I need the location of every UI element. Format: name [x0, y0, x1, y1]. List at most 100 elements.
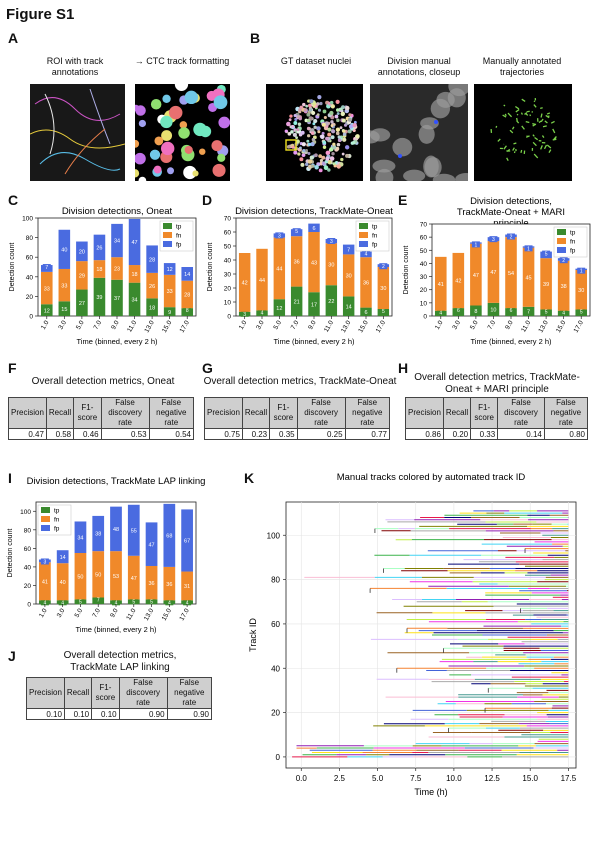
chart-e: Division detections,TrackMate-Oneat + MA…	[403, 196, 591, 346]
data-label: 8	[474, 309, 477, 315]
nucleus	[309, 99, 314, 104]
bar-fn	[39, 562, 51, 601]
nucleus	[318, 154, 323, 159]
nucleus	[310, 128, 315, 133]
data-label: 4	[186, 600, 189, 606]
data-label: 67	[184, 539, 190, 545]
bar-fp	[181, 267, 194, 281]
x-axis-label: Time (binned, every 2 h)	[273, 337, 355, 346]
bar-fp	[58, 229, 71, 269]
x-tick-label: 7.0	[91, 607, 102, 619]
legend-swatch-fp	[41, 525, 50, 531]
y-tick-label: 20	[420, 287, 428, 294]
data-label-bg	[379, 308, 388, 314]
data-label: 3	[243, 312, 246, 318]
metric-value: 0.47	[8, 428, 47, 440]
data-label: 1	[580, 269, 583, 275]
nucleus-closeup	[403, 169, 426, 181]
nucleus	[316, 126, 321, 131]
nucleus	[307, 159, 313, 164]
legend-swatch-fn	[163, 232, 172, 238]
nucleus	[321, 122, 326, 127]
data-label-bg	[129, 598, 138, 605]
data-label: 9	[168, 310, 171, 316]
data-label: 4	[61, 600, 64, 606]
metric-value: 0.33	[470, 428, 499, 440]
data-label: 30	[346, 274, 352, 280]
data-label: 5	[545, 252, 548, 258]
bar-fn	[290, 236, 303, 287]
data-label: 37	[114, 296, 120, 302]
x-tick-label: 17.0	[178, 607, 191, 622]
trajectory	[513, 142, 517, 145]
legend-swatch-fp	[359, 241, 368, 247]
x-tick-label: 17.0	[375, 319, 388, 334]
metrics-table-j: Precision Recall F1-score False discovery r…	[26, 677, 213, 720]
bar-tp	[40, 304, 53, 316]
metric-value: 0.14	[497, 428, 545, 440]
nucleus	[317, 95, 322, 100]
nucleus	[310, 131, 315, 135]
bar-tp	[146, 298, 158, 316]
x-tick-label: 11.0	[126, 319, 138, 333]
y-tick-label: 100	[20, 509, 31, 516]
metric-header: F1-score	[269, 397, 298, 429]
data-label-bg	[507, 307, 515, 314]
data-label-bg	[42, 264, 51, 271]
data-label: 14	[346, 304, 352, 310]
trajectory	[525, 120, 530, 124]
roi-track-image	[30, 84, 125, 181]
x-tick-label: 17.5	[561, 774, 577, 783]
y-axis-label: Detection count	[7, 529, 14, 578]
nucleus	[302, 148, 306, 153]
trajectory	[526, 110, 530, 113]
data-label: 2	[562, 258, 565, 264]
data-label-bg	[489, 236, 498, 243]
bar-fp	[110, 506, 122, 552]
trajectory	[534, 136, 539, 141]
bar-fp	[163, 503, 176, 567]
legend-label-tp: tp	[176, 224, 182, 231]
data-label: 14	[60, 555, 66, 561]
trajectory	[540, 145, 543, 150]
nucleus	[305, 149, 308, 152]
data-label: 3	[278, 233, 281, 239]
nucleus-closeup	[372, 159, 396, 173]
y-tick-label: 80	[271, 576, 280, 585]
trajectory	[532, 124, 536, 127]
chart-k: Manual tracks colored by automated track…	[248, 472, 577, 797]
legend-label-fn: fn	[372, 233, 378, 240]
nucleus	[324, 160, 329, 164]
bar-fn	[360, 257, 372, 308]
nucleus	[287, 132, 292, 136]
y-tick-label: 60	[224, 230, 232, 237]
nucleus	[336, 142, 341, 147]
table-g-title: Overall detection metrics, TrackMate-One…	[203, 376, 397, 387]
x-tick-label: 5.0	[469, 319, 480, 331]
data-label: 7	[347, 248, 350, 254]
nucleus	[302, 102, 306, 107]
data-label: 27	[79, 301, 85, 307]
x-tick-label: 15.0	[357, 319, 370, 334]
nucleus	[313, 119, 318, 124]
bar-tp	[470, 305, 482, 316]
metric-value: 0.75	[204, 428, 243, 440]
metric-header: Precision	[8, 397, 47, 429]
y-tick-label: 10	[224, 300, 232, 307]
nucleus-closeup	[375, 168, 394, 181]
chart-title: Division detections, TrackMate-Oneat	[235, 206, 393, 217]
data-label: 42	[242, 281, 248, 287]
bar-fp	[93, 234, 106, 261]
nucleus	[348, 113, 352, 117]
data-label: 41	[438, 282, 444, 288]
data-label: 34	[77, 535, 83, 541]
x-tick-label: 3.0	[56, 607, 67, 619]
x-tick-label: 1.0	[434, 319, 445, 331]
bar-fn	[56, 563, 69, 601]
bar-tp	[360, 307, 372, 316]
nucleus-closeup	[436, 91, 455, 108]
cell-blob	[212, 163, 226, 177]
data-label: 36	[148, 581, 154, 587]
data-label: 2	[510, 235, 513, 241]
legend-label-fp: fp	[372, 242, 378, 249]
